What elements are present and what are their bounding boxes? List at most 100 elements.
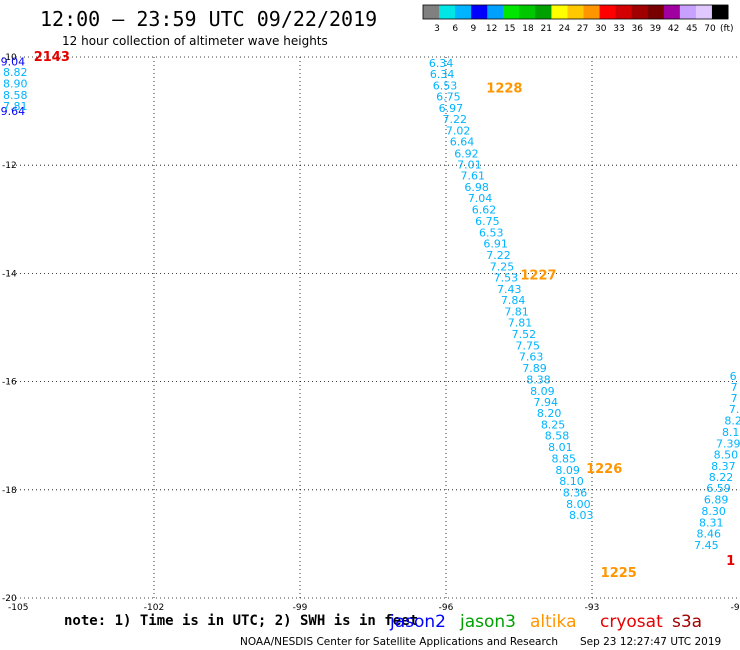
data-point-label: 7. bbox=[729, 403, 740, 416]
data-point-label: 7.22 bbox=[486, 249, 511, 262]
color-bar-frame bbox=[422, 4, 729, 20]
data-point-label: 8.01 bbox=[548, 441, 573, 454]
data-point-label: 8.25 bbox=[541, 418, 566, 431]
time-label: 1228 bbox=[486, 81, 522, 96]
time-label: 1225 bbox=[601, 566, 637, 581]
data-point-label: 6.62 bbox=[472, 204, 497, 217]
chart-axes: -105 -102 -99 -96 -93 -90 -10 -12 -14 -16 -18 -20 bbox=[2, 53, 740, 613]
data-point-label: 6.97 bbox=[439, 102, 464, 115]
color-bar-label: 70 bbox=[704, 24, 716, 34]
data-point-label: 8.10 bbox=[559, 475, 584, 488]
legend-item-jason3: jason3 bbox=[459, 612, 516, 632]
data-point-label: 8.09 bbox=[555, 464, 580, 477]
x-tick-label: -96 bbox=[439, 603, 454, 613]
data-point-label: 7.81 bbox=[504, 305, 529, 318]
color-swatch bbox=[615, 5, 633, 19]
time-label: 2143 bbox=[34, 50, 70, 65]
color-bar-label: 30 bbox=[595, 24, 607, 34]
data-point-label: 7 bbox=[731, 392, 738, 405]
chart-subtitle: 12 hour collection of altimeter wave hei… bbox=[62, 34, 328, 48]
color-swatch bbox=[695, 5, 713, 19]
data-point-label: 6.92 bbox=[454, 147, 479, 160]
color-bar-label: 12 bbox=[486, 24, 497, 34]
y-tick-label: -14 bbox=[2, 269, 17, 279]
data-point-label: 7.45 bbox=[694, 539, 719, 552]
y-tick-label: -16 bbox=[2, 378, 17, 388]
color-swatch bbox=[423, 5, 440, 19]
color-swatch bbox=[439, 5, 456, 19]
time-label: 1 bbox=[726, 554, 735, 569]
data-point-label: 7 bbox=[731, 381, 738, 394]
data-point-label: 9.04 bbox=[1, 55, 26, 68]
data-point-label: 7.01 bbox=[457, 159, 482, 172]
color-swatch bbox=[663, 5, 681, 19]
data-point-label: 8.46 bbox=[697, 528, 722, 541]
color-bar-label: 9 bbox=[471, 24, 477, 34]
data-point-label: 6.53 bbox=[433, 80, 458, 93]
data-point-label: 6.53 bbox=[479, 226, 504, 239]
color-swatch bbox=[599, 5, 617, 19]
data-point-label: 7.81 bbox=[508, 317, 533, 330]
color-swatch bbox=[551, 5, 568, 19]
color-bar-label: 36 bbox=[631, 24, 643, 34]
data-point-label: 7.81 bbox=[3, 100, 28, 113]
chart-title: 12:00 — 23:59 UTC 09/22/2019 bbox=[40, 7, 377, 31]
legend-item-altika: altika bbox=[530, 612, 577, 632]
data-point-label: 7.84 bbox=[501, 294, 526, 307]
data-point-label: 7.61 bbox=[461, 169, 486, 182]
data-point-label: 6.91 bbox=[483, 238, 508, 251]
data-point-label: 7.04 bbox=[468, 192, 493, 205]
color-swatch bbox=[471, 5, 488, 19]
color-swatch bbox=[519, 5, 536, 19]
data-point-label: 7.25 bbox=[490, 260, 515, 273]
color-swatch bbox=[487, 5, 504, 19]
data-point-label: 7.39 bbox=[716, 437, 740, 450]
chart-points: 9.049.648.828.908.587.816.346.346.536.75… bbox=[1, 55, 740, 552]
data-point-label: 6.34 bbox=[430, 68, 455, 81]
legend-item-jason2: jason2 bbox=[389, 612, 446, 632]
data-point-label: 8.00 bbox=[566, 498, 591, 511]
data-point-label: 8.90 bbox=[3, 78, 28, 91]
data-point-label: 7.63 bbox=[519, 351, 544, 364]
data-point-label: 7.02 bbox=[446, 125, 471, 138]
color-swatch bbox=[455, 5, 472, 19]
data-point-label: 8.09 bbox=[530, 385, 555, 398]
x-tick-label: -105 bbox=[8, 603, 28, 613]
data-point-label: 8.36 bbox=[563, 487, 588, 500]
color-swatch bbox=[647, 5, 665, 19]
data-point-label: 7.75 bbox=[516, 339, 541, 352]
data-point-label: 6.89 bbox=[704, 494, 729, 507]
color-bar-label: 21 bbox=[540, 24, 551, 34]
color-bar-label: 15 bbox=[504, 24, 515, 34]
color-swatch bbox=[503, 5, 520, 19]
data-point-label: 7.52 bbox=[512, 328, 537, 341]
footer-timestamp: Sep 23 12:27:47 UTC 2019 bbox=[580, 636, 721, 648]
color-bar-label: 3 bbox=[434, 24, 440, 34]
legend-item-cryosat: cryosat bbox=[600, 612, 663, 632]
footer-credit: NOAA/NESDIS Center for Satellite Applica… bbox=[240, 636, 558, 648]
data-point-label: 6.98 bbox=[464, 181, 489, 194]
x-tick-label: -90 bbox=[731, 603, 740, 613]
y-tick-label: -18 bbox=[2, 486, 17, 496]
color-bar-label: 18 bbox=[522, 24, 534, 34]
data-point-label: 6.75 bbox=[475, 215, 500, 228]
data-point-label: 6.75 bbox=[436, 90, 461, 103]
data-point-label: 8.37 bbox=[711, 460, 736, 473]
data-point-label: 8.1 bbox=[722, 426, 740, 439]
data-point-label: 8.2 bbox=[724, 415, 740, 428]
data-point-label: 8.30 bbox=[701, 505, 726, 518]
color-bar-label: 6 bbox=[452, 24, 458, 34]
data-point-label: 6.59 bbox=[706, 482, 731, 495]
data-point-label: 7.94 bbox=[534, 396, 559, 409]
time-label: 1227 bbox=[520, 268, 556, 283]
color-swatch bbox=[583, 5, 601, 19]
color-swatch bbox=[679, 5, 697, 19]
color-bar-label: 24 bbox=[559, 24, 571, 34]
footer-note: note: 1) Time is in UTC; 2) SWH is in fe… bbox=[64, 613, 418, 629]
color-bar-label: 39 bbox=[650, 24, 662, 34]
satellite-legend: jason2 jason3 altika cryosat s3a bbox=[389, 612, 702, 632]
color-bar-unit: (ft) bbox=[720, 24, 734, 34]
data-point-label: 8.58 bbox=[3, 89, 28, 102]
data-point-label: 6.34 bbox=[429, 57, 454, 70]
chart-time-labels: 2143 1228 1227 1226 1225 1 bbox=[34, 50, 736, 581]
